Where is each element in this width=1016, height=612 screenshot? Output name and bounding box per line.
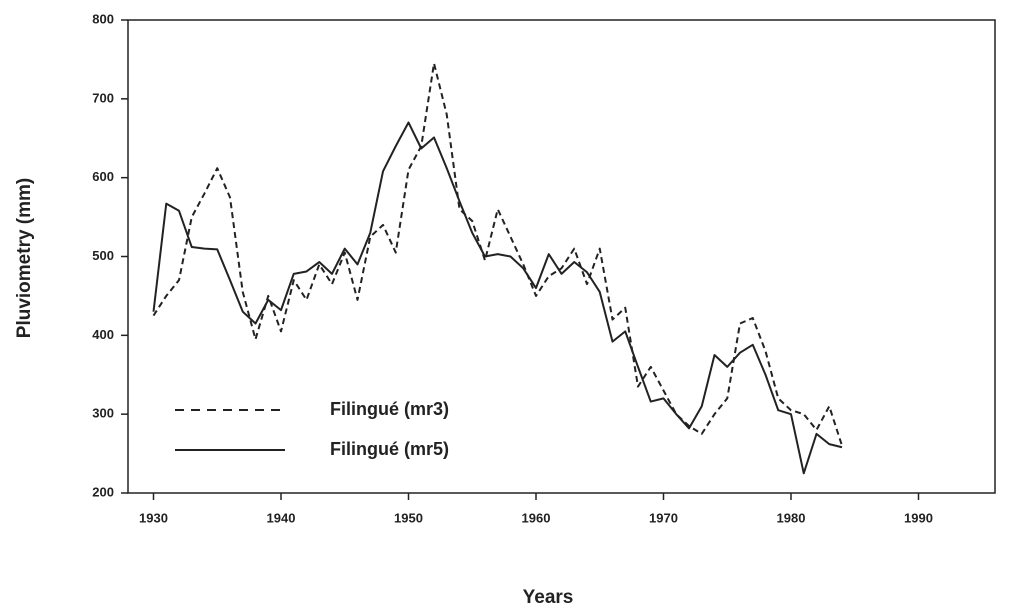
x-tick-label: 1940 — [267, 510, 296, 525]
y-tick-label: 300 — [92, 406, 114, 421]
x-tick-label: 1950 — [394, 510, 423, 525]
y-tick-label: 200 — [92, 484, 114, 499]
y-tick-label: 500 — [92, 248, 114, 263]
series-line — [152, 121, 843, 475]
x-axis-title: Years — [523, 587, 574, 608]
x-tick-label: 1980 — [777, 510, 806, 525]
legend-label: Filingué (mr5) — [330, 439, 449, 459]
legend-label: Filingué (mr3) — [330, 399, 449, 419]
series-line — [152, 62, 843, 447]
y-axis-title: Pluviometry (mm) — [14, 178, 35, 338]
x-tick-label: 1970 — [649, 510, 678, 525]
y-tick-label: 600 — [92, 169, 114, 184]
x-tick-label: 1960 — [522, 510, 551, 525]
plot-frame — [127, 19, 996, 494]
y-tick-label: 800 — [92, 11, 114, 26]
x-tick-label: 1930 — [139, 510, 168, 525]
y-tick-label: 400 — [92, 327, 114, 342]
y-tick-label: 700 — [92, 90, 114, 105]
x-tick-label: 1990 — [904, 510, 933, 525]
